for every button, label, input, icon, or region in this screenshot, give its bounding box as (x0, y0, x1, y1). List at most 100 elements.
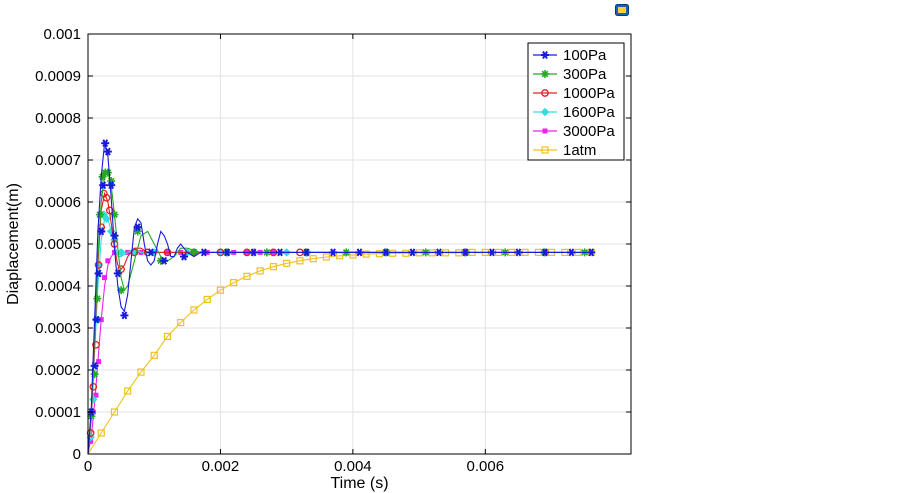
data-point (94, 261, 103, 269)
data-point (302, 248, 311, 257)
window-icon[interactable] (615, 3, 629, 16)
data-point (309, 255, 317, 263)
series-layer (86, 139, 596, 455)
data-point (256, 267, 264, 275)
y-tick-label: 0.0007 (35, 152, 81, 169)
data-point (94, 269, 103, 278)
legend-item: 1600Pa (533, 104, 615, 121)
data-point (329, 248, 338, 257)
data-point (269, 263, 278, 271)
y-tick-label: 0.001 (43, 26, 81, 43)
data-point (296, 257, 304, 265)
legend: 100Pa 300Pa 1000Pa 1600Pa 3000Pa 1atm (527, 42, 625, 161)
data-point (92, 340, 100, 349)
data-point (113, 269, 122, 278)
data-point (163, 332, 172, 340)
x-tick-label: 0.002 (202, 458, 240, 475)
legend-marker (541, 89, 549, 97)
data-point (105, 258, 111, 264)
data-point (116, 248, 126, 257)
legend-label: 100Pa (563, 47, 607, 64)
data-point (189, 248, 198, 257)
data-point (97, 429, 105, 437)
legend-label: 3000Pa (563, 123, 615, 140)
y-tick-label: 0.0005 (35, 236, 81, 253)
axis-ticks: 0 0.002 0.004 0.006 0 0.0001 0.0002 0.0003 0.000… (35, 26, 631, 475)
data-point (190, 306, 198, 314)
legend-item: 300Pa (533, 66, 607, 83)
data-point (160, 256, 169, 265)
data-point (106, 206, 114, 215)
data-point (93, 392, 99, 398)
legend-label: 300Pa (563, 66, 607, 83)
legend-item: 3000Pa (533, 123, 615, 140)
data-point (103, 168, 112, 177)
data-point (223, 248, 232, 257)
x-tick-label: 0 (84, 458, 92, 475)
series-line (87, 143, 592, 455)
legend-item: 100Pa (533, 47, 607, 64)
series-line (87, 191, 592, 455)
data-point (216, 286, 225, 294)
x-axis-label: Time (s) (330, 475, 388, 492)
data-point (86, 429, 95, 437)
data-point (98, 317, 104, 323)
x-tick-label: 0.006 (467, 458, 505, 475)
series-300Pa (87, 168, 592, 455)
legend-label: 1600Pa (563, 104, 615, 121)
data-point (103, 147, 112, 156)
data-point (124, 387, 132, 395)
data-point (381, 248, 390, 257)
y-tick-label: 0.0001 (35, 404, 81, 421)
data-point (540, 248, 549, 257)
data-point (322, 253, 330, 261)
series-line (87, 218, 592, 455)
y-tick-label: 0.0002 (35, 362, 81, 379)
data-point (487, 248, 496, 257)
data-point (180, 252, 189, 261)
data-point (133, 223, 142, 232)
legend-marker (541, 51, 549, 59)
data-point (461, 248, 470, 257)
data-point (102, 214, 111, 224)
data-point (102, 275, 108, 281)
data-point (99, 181, 108, 190)
legend-item: 1atm (533, 142, 596, 159)
data-point (408, 248, 417, 257)
data-point (97, 227, 106, 236)
data-point (93, 294, 102, 303)
data-point (90, 370, 99, 379)
y-tick-label: 0 (73, 446, 81, 463)
data-point (243, 272, 251, 280)
series-100Pa (87, 139, 596, 455)
y-tick-label: 0.0008 (35, 110, 81, 127)
data-point (90, 361, 99, 370)
data-point (150, 351, 158, 359)
x-tick-label: 0.004 (334, 458, 372, 475)
data-point (110, 231, 119, 240)
data-point (95, 210, 104, 219)
legend-box (527, 42, 625, 161)
data-point (107, 181, 116, 190)
data-point (230, 279, 238, 287)
data-point (567, 248, 576, 257)
data-point (203, 295, 211, 304)
legend-marker (542, 128, 548, 134)
legend-label: 1atm (563, 142, 596, 159)
data-point (146, 248, 155, 257)
legend-marker (541, 146, 549, 154)
data-point (199, 248, 208, 257)
series-1000Pa (86, 189, 592, 455)
legend-marker (541, 70, 549, 78)
data-point (89, 382, 98, 391)
series-1atm (87, 248, 595, 455)
data-point (249, 248, 258, 257)
y-axis-label: Diaplacement(m) (5, 183, 22, 305)
data-point (514, 248, 523, 257)
y-tick-label: 0.0009 (35, 68, 81, 85)
series-1600Pa (86, 210, 592, 455)
data-point (120, 311, 129, 320)
series-3000Pa (87, 249, 592, 455)
y-tick-label: 0.0003 (35, 320, 81, 337)
